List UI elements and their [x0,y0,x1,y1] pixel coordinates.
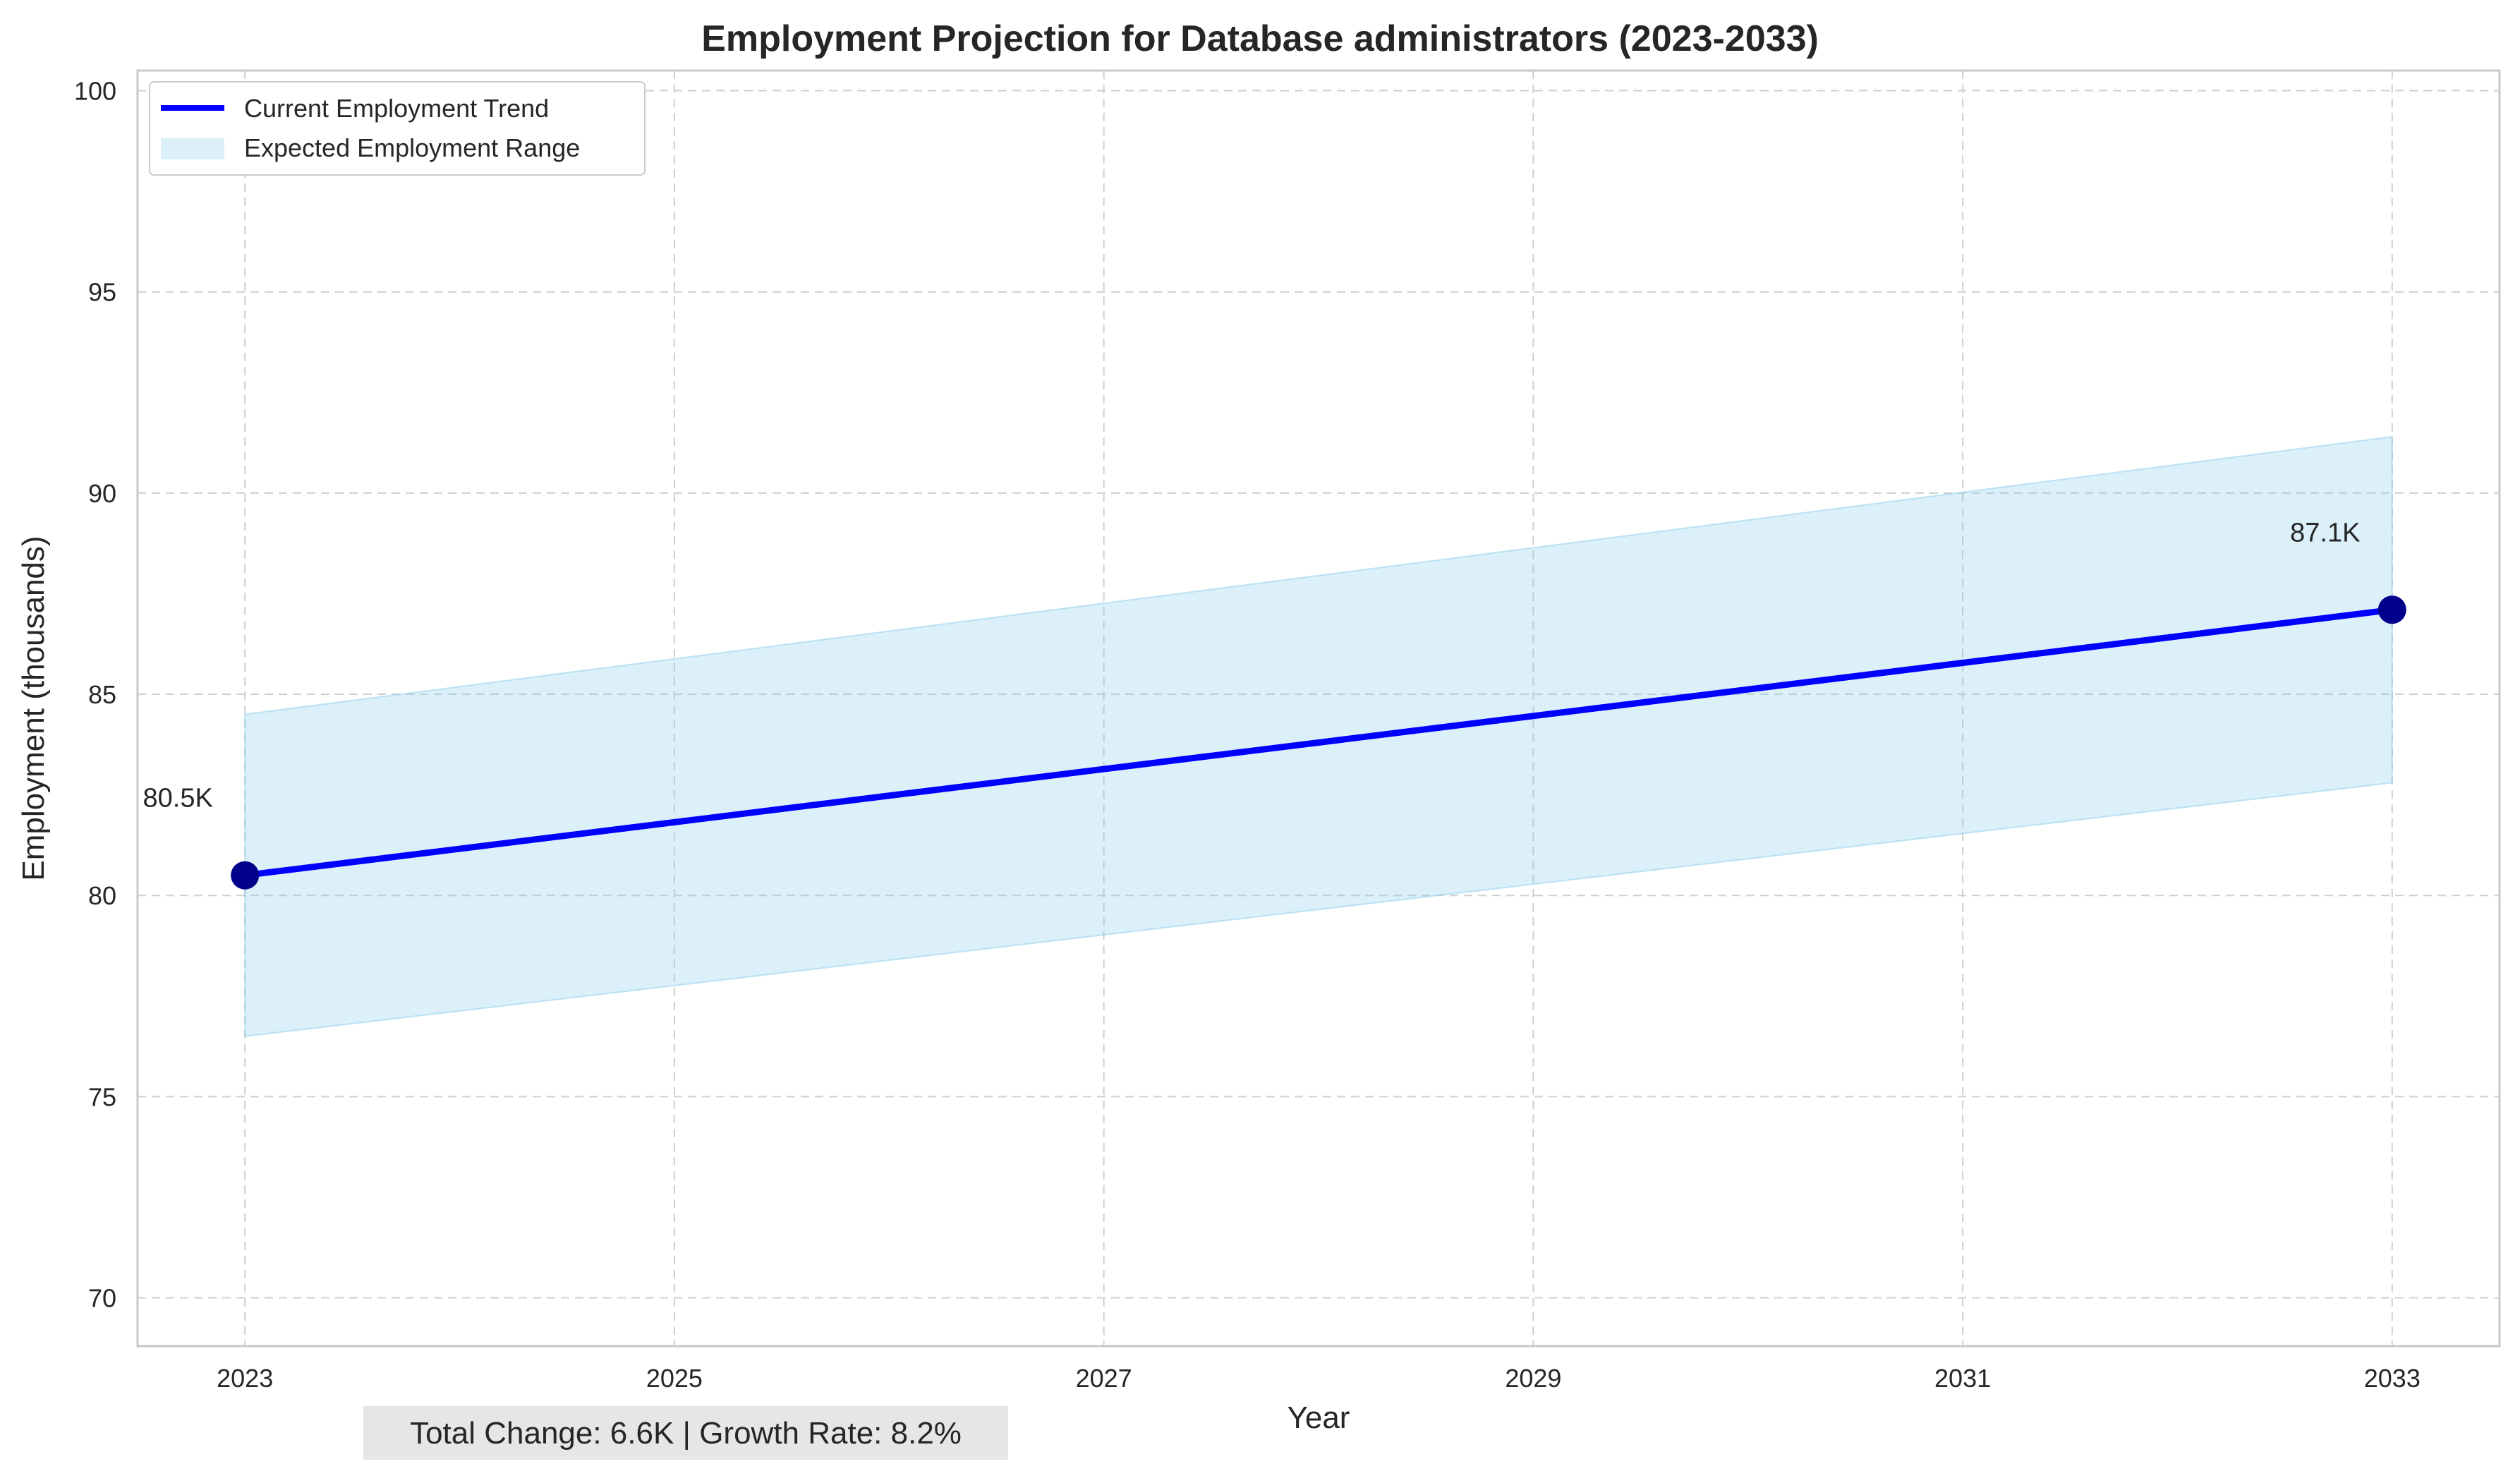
x-tick-label: 2025 [646,1364,703,1393]
trend-point [2377,595,2406,624]
trend-point [231,861,260,890]
summary-background [363,1406,1008,1460]
x-axis-title: Year [1288,1400,1350,1435]
y-tick-label: 80 [88,881,116,910]
legend-range-swatch [161,138,224,159]
plot-frame [136,69,2501,1348]
y-axis-title: Employment (thousands) [16,535,51,880]
y-tick-label: 95 [88,278,116,307]
data-label: 87.1K [2290,518,2360,547]
data-label: 80.5K [143,784,213,813]
data-label-layer: 80.5K 87.1K [143,518,2361,813]
x-tick-label: 2027 [1076,1364,1132,1393]
expected-range-band [244,435,2393,1037]
legend: Current Employment Trend Expected Employ… [149,81,646,176]
grid [138,71,2500,1346]
y-tick-label: 85 [88,680,116,709]
x-tick-label: 2033 [2364,1364,2421,1393]
y-tick-label: 70 [88,1284,116,1313]
chart-title: Employment Projection for Database admin… [701,18,1819,59]
trend-line [241,606,2396,879]
legend-box [149,81,646,176]
tick-layer: 2023 2025 2027 2029 2031 2033 70 75 80 85 90 95 100 [74,77,2421,1393]
x-tick-label: 2023 [217,1364,273,1393]
x-tick-label: 2029 [1505,1364,1561,1393]
legend-label-trend: Current Employment Trend [244,94,549,123]
summary-text: Total Change: 6.6K | Growth Rate: 8.2% [410,1416,962,1451]
range-layer [244,435,2393,1037]
line-layer [231,595,2406,890]
summary-box: Total Change: 6.6K | Growth Rate: 8.2% [363,1406,1008,1460]
y-tick-label: 75 [88,1082,116,1111]
x-tick-label: 2031 [1934,1364,1991,1393]
y-tick-label: 90 [88,479,116,508]
y-tick-label: 100 [74,77,116,106]
legend-label-range: Expected Employment Range [244,133,580,162]
